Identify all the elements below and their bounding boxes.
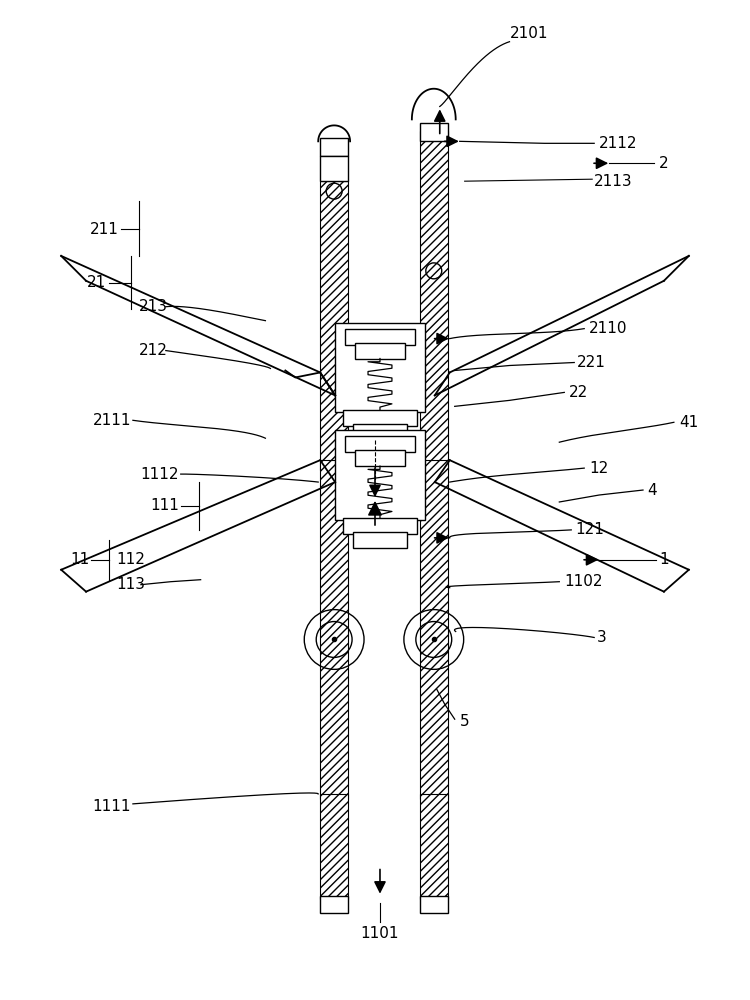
Bar	[320, 460, 348, 799]
Text: 1101: 1101	[361, 926, 399, 941]
Text: 211: 211	[90, 222, 119, 237]
Bar	[420, 896, 448, 913]
Text: 2113: 2113	[594, 174, 633, 189]
Text: 111: 111	[150, 498, 178, 513]
Text: 41: 41	[679, 415, 698, 430]
Text: 11: 11	[70, 552, 89, 567]
Bar	[335, 430, 424, 520]
Text: 2111: 2111	[92, 413, 131, 428]
Bar	[320, 156, 348, 181]
Text: 1111: 1111	[92, 799, 131, 814]
Bar	[420, 794, 448, 899]
Text: 2101: 2101	[510, 26, 549, 41]
Text: 1112: 1112	[140, 467, 178, 482]
Text: 12: 12	[590, 461, 608, 476]
Text: 221: 221	[578, 355, 606, 370]
Text: 5: 5	[460, 714, 470, 729]
Bar	[353, 532, 407, 548]
Bar	[345, 436, 415, 452]
Text: 121: 121	[575, 522, 604, 537]
Text: 21: 21	[87, 275, 106, 290]
Bar	[420, 123, 448, 141]
Text: 1: 1	[659, 552, 668, 567]
Bar	[355, 343, 405, 359]
Bar	[320, 138, 348, 156]
Bar	[343, 410, 417, 426]
Bar	[320, 794, 348, 899]
Text: 213: 213	[139, 299, 168, 314]
Text: 212: 212	[139, 343, 168, 358]
Text: 2110: 2110	[590, 321, 628, 336]
Text: 4: 4	[647, 483, 656, 498]
Bar	[320, 181, 348, 470]
Bar	[320, 896, 348, 913]
Text: 2: 2	[659, 156, 668, 171]
Bar	[353, 424, 407, 440]
Bar	[420, 460, 448, 799]
Bar	[355, 450, 405, 466]
Bar	[420, 131, 448, 470]
Text: 3: 3	[597, 630, 607, 645]
Text: 1102: 1102	[564, 574, 603, 589]
Text: 2112: 2112	[599, 136, 638, 151]
Bar	[335, 323, 424, 412]
Bar	[343, 518, 417, 534]
Bar	[345, 329, 415, 345]
Text: 112: 112	[116, 552, 145, 567]
Text: 22: 22	[569, 385, 589, 400]
Text: 113: 113	[116, 577, 145, 592]
